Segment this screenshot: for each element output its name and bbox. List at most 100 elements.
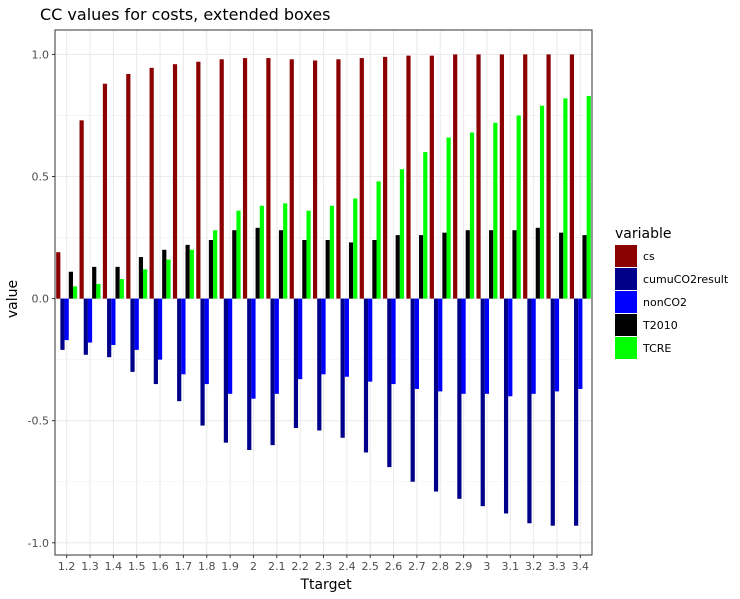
bar [204, 298, 209, 385]
bar [283, 203, 288, 299]
bar [153, 298, 158, 385]
legend-label: TCRE [642, 342, 671, 355]
bar [107, 298, 112, 358]
bar [126, 73, 131, 299]
bar [461, 298, 466, 394]
bar [523, 54, 528, 299]
bar [372, 240, 377, 299]
bar [68, 271, 73, 299]
bar [578, 298, 583, 389]
bar [476, 54, 481, 299]
x-tick-label: 2.3 [315, 560, 333, 573]
x-tick-label: 1.7 [175, 560, 193, 573]
x-tick-label: 1.9 [221, 560, 239, 573]
x-tick-label: 1.2 [58, 560, 76, 573]
bar [493, 122, 498, 299]
bar [130, 298, 135, 372]
bar [418, 235, 424, 299]
chart-title: CC values for costs, extended boxes [40, 5, 330, 24]
bar [582, 235, 587, 299]
bar [531, 298, 536, 394]
bar [446, 137, 451, 299]
bar [546, 54, 551, 299]
bar [251, 298, 256, 399]
bar [236, 210, 241, 299]
x-tick-label: 2.7 [408, 560, 426, 573]
bar [359, 58, 364, 299]
x-tick-label: 2.5 [361, 560, 379, 573]
bar [96, 283, 101, 299]
bar [247, 298, 252, 450]
bar [302, 240, 307, 299]
x-axis: 1.2 1.3 1.4 1.5 1.6 1.7 1.8 1.9 2 2.1 2.2 2.3 2.4 2.5… [58, 555, 589, 573]
bar [457, 298, 462, 499]
grid [55, 30, 592, 555]
bar [399, 169, 405, 299]
bar [368, 298, 373, 382]
x-tick-label: 1.4 [105, 560, 123, 573]
x-tick-label: 2 [250, 560, 257, 573]
legend-title: variable [615, 226, 671, 242]
bar [177, 298, 182, 402]
x-tick-label: 2.8 [431, 560, 449, 573]
bar [266, 58, 271, 299]
bars [56, 54, 591, 526]
bar [189, 249, 194, 299]
bar [278, 230, 284, 299]
legend-key [615, 291, 637, 313]
bar [242, 58, 248, 299]
bar [414, 298, 419, 389]
legend-label: cumuCO2result [643, 273, 729, 286]
bar [469, 132, 475, 299]
bar [535, 227, 540, 299]
bar [172, 64, 178, 299]
bar [213, 230, 218, 299]
bar [115, 266, 120, 299]
y-tick-label: -0.5 [28, 415, 49, 428]
x-tick-label: 1.3 [81, 560, 99, 573]
x-tick-label: 3 [483, 560, 490, 573]
bar [208, 240, 214, 299]
x-tick-label: 3.2 [525, 560, 543, 573]
bar [574, 298, 579, 526]
bar [363, 298, 369, 453]
y-tick-label: -1.0 [28, 537, 49, 550]
bar [429, 55, 434, 299]
bar [586, 95, 591, 299]
bar [293, 298, 299, 429]
bar [539, 105, 545, 299]
bar [395, 235, 400, 299]
bar [423, 152, 428, 299]
x-tick-label: 2.6 [385, 560, 403, 573]
legend-key [615, 337, 637, 359]
x-tick-label: 1.5 [128, 560, 146, 573]
bar [157, 298, 163, 360]
bar [484, 298, 490, 394]
bar [312, 60, 318, 299]
x-tick-label: 3.4 [572, 560, 590, 573]
bar [149, 67, 154, 299]
bar [353, 198, 358, 299]
bar [317, 298, 322, 431]
bar [480, 298, 485, 507]
bar [134, 298, 139, 350]
bar [79, 120, 84, 299]
bar [550, 298, 555, 526]
legend-label: nonCO2 [643, 296, 687, 309]
bar [306, 210, 311, 299]
bar [387, 298, 392, 468]
bar [259, 205, 264, 299]
bar [56, 252, 61, 299]
bar [406, 55, 411, 299]
y-tick-label: 0.5 [32, 171, 50, 184]
x-tick-label: 2.4 [338, 560, 356, 573]
bar [138, 257, 144, 299]
bar [255, 227, 260, 299]
bar [321, 298, 326, 375]
bar [232, 230, 237, 299]
bar [512, 230, 517, 299]
bar [87, 298, 93, 343]
x-tick-label: 2.9 [455, 560, 473, 573]
bar [516, 115, 521, 299]
